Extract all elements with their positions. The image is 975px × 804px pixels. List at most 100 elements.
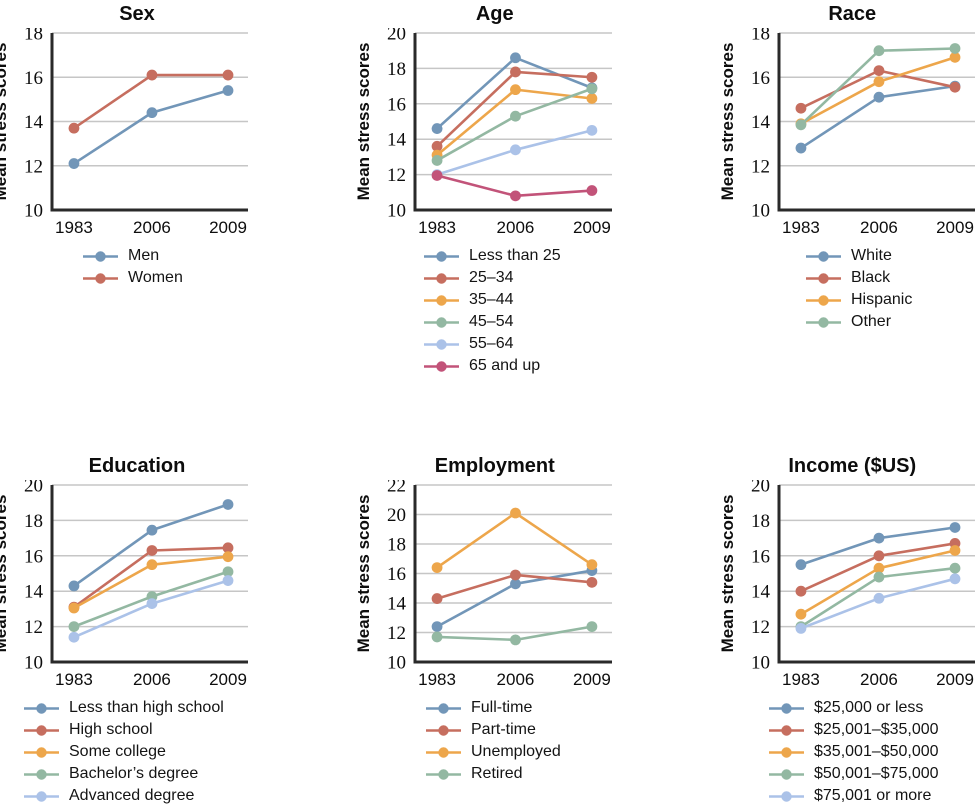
y-tick-label: 16 — [387, 94, 406, 115]
y-axis-title: Mean stress scores — [354, 495, 373, 653]
x-tick-label: 2006 — [497, 218, 535, 237]
legend-item: White — [805, 245, 975, 267]
data-point — [795, 119, 807, 131]
legend-item: 65 and up — [423, 355, 650, 377]
age-legend: Less than 25 25–34 35–44 45–54 55–64 65 and u… — [423, 245, 650, 377]
sex-line-plot: 10 12 14 16 18 1983 2006 2009 Mean stress scores — [0, 28, 248, 237]
data-point — [146, 107, 158, 119]
y-tick-label: 16 — [24, 68, 43, 89]
legend-item: Women — [82, 267, 330, 289]
legend-label: 45–54 — [469, 313, 514, 330]
data-point — [949, 562, 961, 574]
data-point — [873, 532, 885, 544]
data-point — [68, 158, 80, 169]
data-point — [873, 76, 885, 88]
data-point — [431, 621, 443, 632]
data-point — [146, 69, 158, 81]
legend-item: 55–64 — [423, 333, 650, 355]
data-point — [431, 593, 443, 604]
y-tick-label: 10 — [751, 201, 770, 222]
legend-item: Advanced degree — [23, 785, 330, 804]
data-point — [510, 84, 521, 96]
data-point — [586, 83, 598, 95]
race-chart-title: Race — [828, 3, 877, 25]
data-point — [510, 578, 521, 590]
data-point — [586, 124, 598, 136]
data-point — [949, 573, 961, 585]
y-tick-label: 12 — [751, 617, 770, 638]
legend-item: Black — [805, 267, 975, 289]
y-tick-label: 10 — [24, 653, 43, 674]
legend-marker-icon — [424, 360, 459, 372]
legend-label: $75,001 or more — [814, 787, 932, 804]
legend-label: 25–34 — [469, 269, 514, 286]
education-line-plot: 10 12 14 16 18 20 1983 2006 2009 Mean stress scor… — [0, 480, 248, 689]
y-tick-label: 18 — [387, 59, 406, 80]
legend-item: Full-time — [425, 697, 650, 719]
legend-marker-icon — [24, 768, 59, 780]
x-tick-label: 1983 — [782, 218, 820, 237]
y-tick-label: 12 — [24, 156, 43, 177]
sex-legend: Men Women — [82, 245, 330, 289]
y-tick-label: 18 — [387, 535, 406, 556]
data-point — [68, 602, 80, 614]
y-tick-label: 10 — [751, 653, 770, 674]
legend-item: $25,000 or less — [768, 697, 975, 719]
legend-item: Bachelor’s degree — [23, 763, 330, 785]
employment-legend: Full-time Part-time Unemployed Retired — [425, 697, 650, 785]
legend-label: Bachelor’s degree — [69, 765, 199, 782]
data-point — [873, 45, 885, 57]
legend-label: 65 and up — [469, 357, 541, 374]
sex-chart-title: Sex — [119, 3, 155, 25]
legend-item: Retired — [425, 763, 650, 785]
legend-marker-icon — [424, 316, 459, 328]
y-tick-label: 14 — [751, 582, 771, 603]
y-tick-label: 16 — [751, 68, 770, 89]
data-point — [949, 545, 961, 556]
data-point — [586, 576, 598, 588]
x-tick-label: 1983 — [418, 218, 456, 237]
y-tick-label: 20 — [751, 480, 770, 497]
legend-item: Men — [82, 245, 330, 267]
age-chart: Age 10 12 14 16 18 20 1983 2006 2009 Mean stress … — [340, 0, 650, 377]
data-point — [795, 622, 807, 634]
data-point — [431, 123, 443, 134]
employment-line-plot: 10 12 14 16 18 20 22 1983 2006 2009 Mean stress sc… — [354, 480, 612, 689]
data-point — [949, 51, 961, 63]
legend-marker-icon — [769, 724, 804, 736]
x-tick-label: 1983 — [782, 670, 820, 689]
y-axis-title: Mean stress scores — [718, 43, 737, 201]
y-tick-label: 16 — [24, 546, 43, 567]
y-tick-label: 14 — [751, 112, 771, 133]
data-point — [510, 507, 521, 519]
legend-item: Part-time — [425, 719, 650, 741]
y-tick-label: 20 — [24, 480, 43, 497]
data-point — [431, 140, 443, 152]
education-legend: Less than high school High school Some col… — [23, 697, 330, 804]
legend-item: Less than high school — [23, 697, 330, 719]
legend-item: 25–34 — [423, 267, 650, 289]
legend-marker-icon — [426, 768, 461, 780]
legend-label: Full-time — [471, 699, 533, 716]
data-point — [586, 621, 598, 632]
legend-item: 45–54 — [423, 311, 650, 333]
legend-marker-icon — [806, 316, 841, 328]
legend-marker-icon — [24, 790, 59, 802]
y-tick-label: 10 — [387, 653, 406, 674]
x-tick-label: 2009 — [573, 670, 611, 689]
y-axis-title: Mean stress scores — [354, 43, 373, 201]
legend-item: $75,001 or more — [768, 785, 975, 804]
legend-marker-icon — [424, 250, 459, 262]
data-point — [431, 562, 443, 573]
data-point — [68, 631, 80, 643]
data-point — [222, 69, 234, 81]
data-point — [68, 580, 80, 592]
data-point — [510, 190, 521, 202]
legend-marker-icon — [426, 746, 461, 758]
data-point — [431, 155, 443, 166]
data-point — [873, 562, 885, 574]
legend-label: Part-time — [471, 721, 536, 738]
data-point — [222, 499, 234, 510]
y-tick-label: 20 — [387, 28, 406, 45]
legend-marker-icon — [83, 250, 118, 262]
